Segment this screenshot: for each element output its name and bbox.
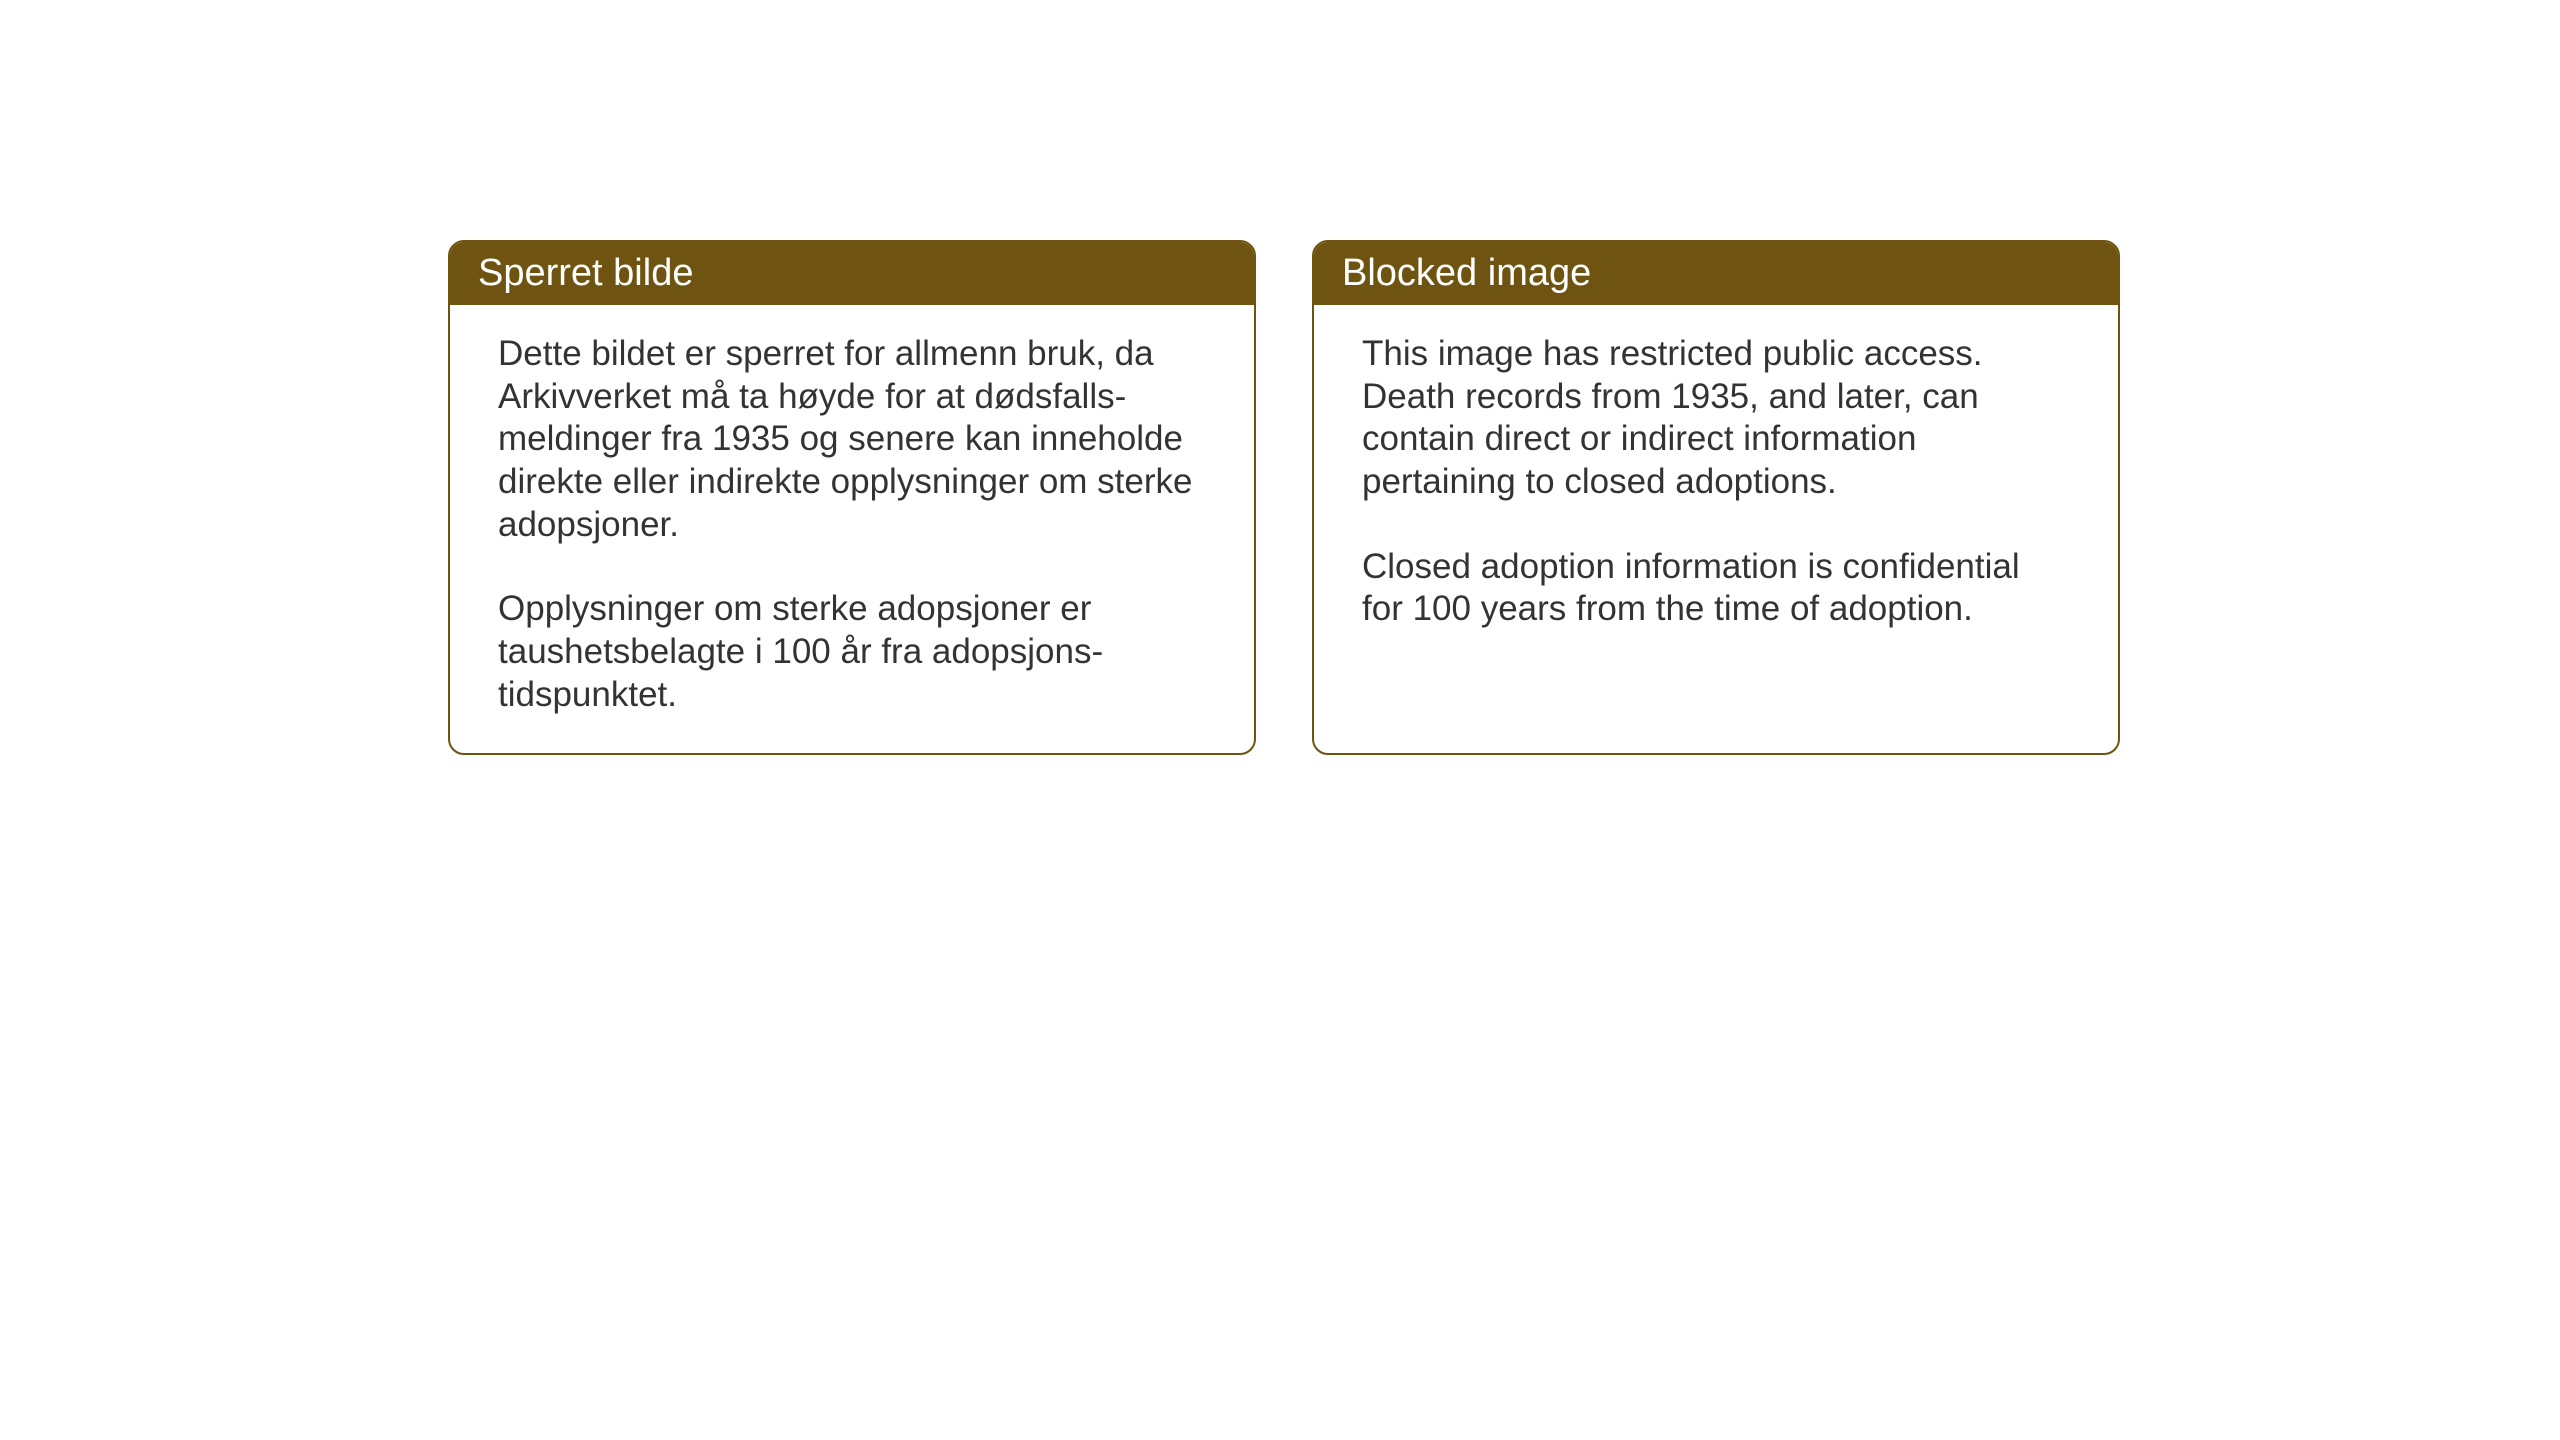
notice-paragraph-2-english: Closed adoption information is confident… bbox=[1362, 546, 2070, 631]
notice-header-norwegian: Sperret bilde bbox=[450, 242, 1254, 305]
notice-paragraph-1-english: This image has restricted public access.… bbox=[1362, 333, 2070, 504]
notice-paragraph-1-norwegian: Dette bildet er sperret for allmenn bruk… bbox=[498, 333, 1206, 546]
notice-card-english: Blocked image This image has restricted … bbox=[1312, 240, 2120, 755]
notice-header-english: Blocked image bbox=[1314, 242, 2118, 305]
notice-card-norwegian: Sperret bilde Dette bildet er sperret fo… bbox=[448, 240, 1256, 755]
notice-container: Sperret bilde Dette bildet er sperret fo… bbox=[448, 240, 2120, 755]
notice-body-norwegian: Dette bildet er sperret for allmenn bruk… bbox=[450, 305, 1254, 753]
notice-paragraph-2-norwegian: Opplysninger om sterke adopsjoner er tau… bbox=[498, 588, 1206, 716]
notice-body-english: This image has restricted public access.… bbox=[1314, 305, 2118, 667]
